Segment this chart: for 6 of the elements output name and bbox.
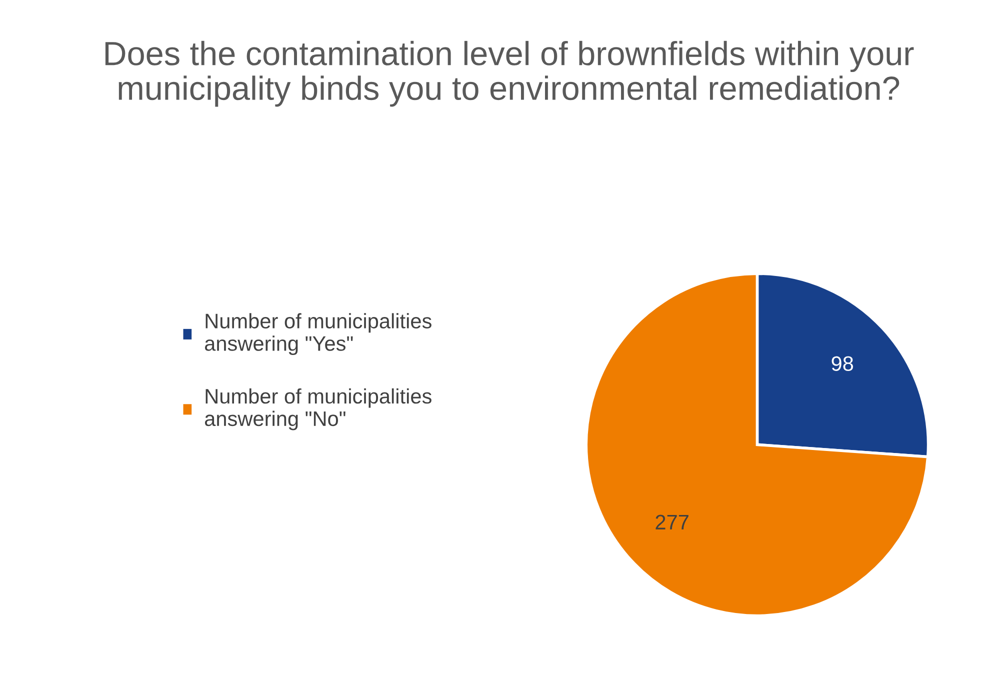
- legend-label: Number of municipalities answering "No": [204, 388, 432, 430]
- data-label: 277: [656, 514, 688, 530]
- data-label: 98: [832, 356, 854, 371]
- pie-slice: [584, 272, 930, 618]
- chart-title: Does the contamination level of brownfields within your municipality binds you to environmental remediation?: [105, 40, 914, 107]
- legend-label: Number of municipalities answering "Yes": [204, 313, 432, 356]
